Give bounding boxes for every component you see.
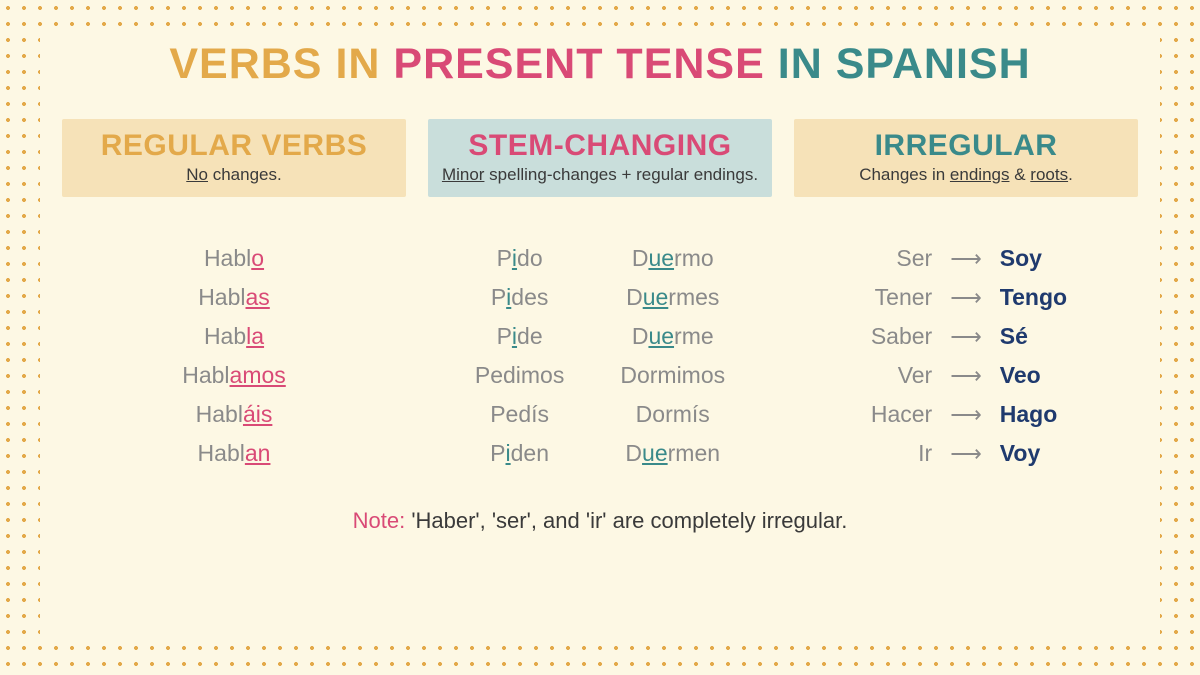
irregular-heading: IRREGULAR xyxy=(802,129,1130,163)
irregular-conjugation: Veo xyxy=(1000,356,1090,395)
irregular-conjugation: Sé xyxy=(1000,317,1090,356)
stem-verb: Duermo xyxy=(620,239,725,278)
arrow-icon: ⟶ xyxy=(950,396,982,433)
irregular-infinitive: Tener xyxy=(842,278,932,317)
irregular-conjugation: Hago xyxy=(1000,395,1090,434)
irregular-conjugation: Voy xyxy=(1000,434,1090,473)
stem-verb: Duermen xyxy=(620,434,725,473)
page-content: VERBS IN PRESENT TENSE IN SPANISH REGULA… xyxy=(0,0,1200,534)
irregular-verb-row: Ver ⟶ Veo xyxy=(794,356,1138,395)
regular-verb: Habláis xyxy=(62,395,406,434)
stem-column: STEM-CHANGING Minor spelling-changes + r… xyxy=(428,119,772,197)
arrow-icon: ⟶ xyxy=(950,279,982,316)
regular-verb: Hablamos xyxy=(62,356,406,395)
title-part1: VERBS IN xyxy=(169,40,393,88)
irregular-verb-row: Hacer ⟶ Hago xyxy=(794,395,1138,434)
regular-heading: REGULAR VERBS xyxy=(70,129,398,163)
stem-verb: Pedís xyxy=(475,395,564,434)
irregular-infinitive: Ver xyxy=(842,356,932,395)
stem-list: PidoPidesPidePedimosPedísPiden DuermoDue… xyxy=(428,239,772,474)
irregular-verb-row: Tener ⟶ Tengo xyxy=(794,278,1138,317)
irregular-conjugation: Tengo xyxy=(1000,278,1090,317)
column-headers: REGULAR VERBS No changes. STEM-CHANGING … xyxy=(62,119,1138,197)
arrow-icon: ⟶ xyxy=(950,435,982,472)
stem-left-list: PidoPidesPidePedimosPedísPiden xyxy=(475,239,564,474)
irregular-list: Ser⟶SoyTener⟶TengoSaber⟶SéVer⟶VeoHacer⟶H… xyxy=(794,239,1138,474)
irregular-infinitive: Saber xyxy=(842,317,932,356)
title-part3: IN SPANISH xyxy=(765,40,1031,88)
arrow-icon: ⟶ xyxy=(950,240,982,277)
regular-verb: Habla xyxy=(62,317,406,356)
title-part2: PRESENT TENSE xyxy=(393,40,764,88)
irregular-infinitive: Hacer xyxy=(842,395,932,434)
irregular-verb-row: Saber ⟶ Sé xyxy=(794,317,1138,356)
regular-verb: Hablan xyxy=(62,434,406,473)
irregular-infinitive: Ir xyxy=(842,434,932,473)
stem-heading: STEM-CHANGING xyxy=(436,129,764,163)
note-text: 'Haber', 'ser', and 'ir' are completely … xyxy=(405,508,847,533)
page-title: VERBS IN PRESENT TENSE IN SPANISH xyxy=(62,40,1138,89)
regular-verb: Hablo xyxy=(62,239,406,278)
arrow-icon: ⟶ xyxy=(950,318,982,355)
regular-column: REGULAR VERBS No changes. xyxy=(62,119,406,197)
footer-note: Note: 'Haber', 'ser', and 'ir' are compl… xyxy=(62,508,1138,534)
stem-verb: Pido xyxy=(475,239,564,278)
stem-verb: Dormís xyxy=(620,395,725,434)
regular-verb: Hablas xyxy=(62,278,406,317)
irregular-conjugation: Soy xyxy=(1000,239,1090,278)
stem-verb: Dormimos xyxy=(620,356,725,395)
stem-verb: Duermes xyxy=(620,278,725,317)
irregular-column: IRREGULAR Changes in endings & roots. xyxy=(794,119,1138,197)
irregular-header: IRREGULAR Changes in endings & roots. xyxy=(794,119,1138,197)
stem-verb: Pedimos xyxy=(475,356,564,395)
regular-list: HabloHablasHablaHablamosHabláisHablan xyxy=(62,239,406,474)
stem-verb: Duerme xyxy=(620,317,725,356)
stem-verb: Pides xyxy=(475,278,564,317)
arrow-icon: ⟶ xyxy=(950,357,982,394)
stem-verb: Piden xyxy=(475,434,564,473)
irregular-verb-row: Ser ⟶ Soy xyxy=(794,239,1138,278)
irregular-infinitive: Ser xyxy=(842,239,932,278)
stem-header: STEM-CHANGING Minor spelling-changes + r… xyxy=(428,119,772,197)
regular-subtitle: No changes. xyxy=(70,165,398,185)
stem-subtitle: Minor spelling-changes + regular endings… xyxy=(436,165,764,185)
stem-right-list: DuermoDuermesDuermeDormimosDormísDuermen xyxy=(620,239,725,474)
stem-verb: Pide xyxy=(475,317,564,356)
body-columns: HabloHablasHablaHablamosHabláisHablan Pi… xyxy=(62,239,1138,474)
irregular-subtitle: Changes in endings & roots. xyxy=(802,165,1130,185)
note-label: Note: xyxy=(353,508,406,533)
regular-header: REGULAR VERBS No changes. xyxy=(62,119,406,197)
irregular-verb-row: Ir ⟶ Voy xyxy=(794,434,1138,473)
